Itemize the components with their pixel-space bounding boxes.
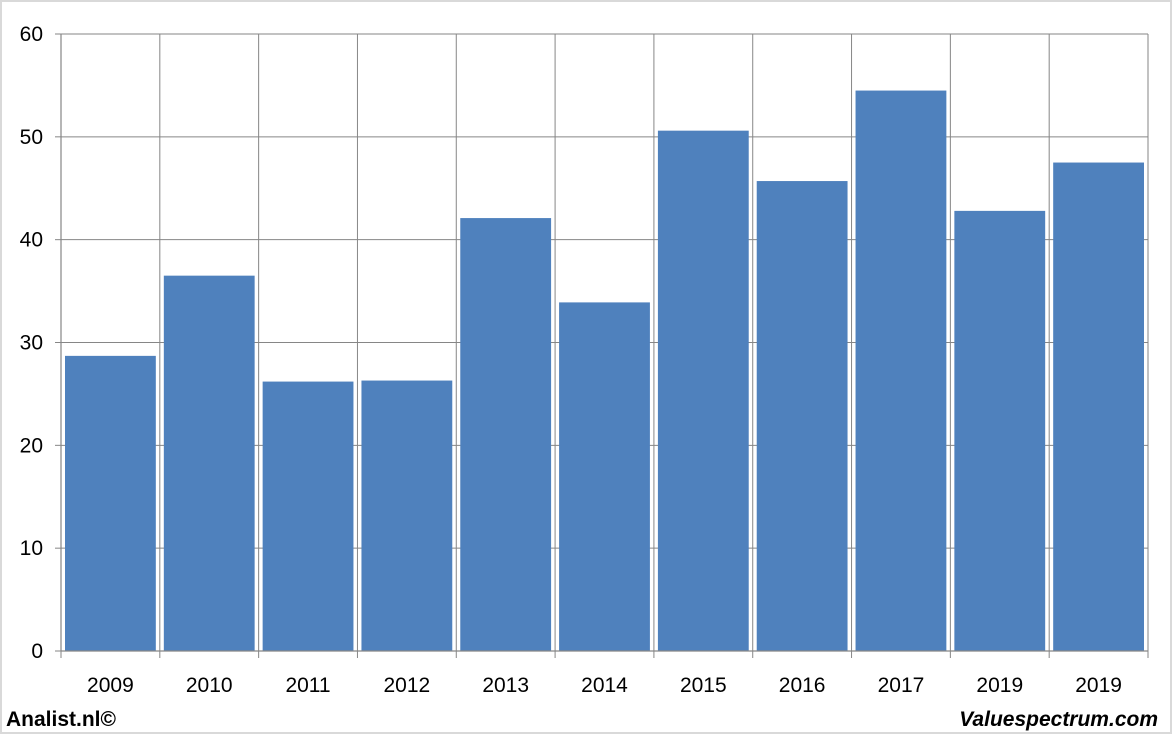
bar: [262, 381, 354, 651]
y-tick-label: 50: [20, 126, 43, 149]
bar: [65, 355, 156, 651]
source-credit-right: Valuespectrum.com: [959, 708, 1158, 731]
bar: [855, 90, 947, 651]
x-tick-label: 2017: [878, 674, 925, 697]
y-tick-label: 20: [20, 434, 43, 457]
x-tick-label: 2011: [285, 674, 330, 697]
x-tick-label: 2019: [1075, 674, 1122, 697]
bar: [559, 302, 650, 651]
y-tick-label: 30: [20, 332, 43, 355]
y-tick-label: 10: [20, 537, 43, 560]
x-tick-label: 2019: [976, 674, 1023, 697]
source-credit-left: Analist.nl©: [6, 708, 116, 731]
x-tick-labels: 2009 2010 2011 2012 2013 2014 2015 2016 2017 2019…: [87, 674, 1122, 697]
y-tick-label: 40: [20, 229, 43, 252]
x-tick-label: 2015: [680, 674, 727, 697]
x-tick-label: 2010: [186, 674, 233, 697]
axes: [55, 33, 1149, 658]
bar: [954, 210, 1046, 651]
y-tick-labels: 0 10 20 30 40 50 60: [20, 23, 43, 663]
x-tick-label: 2014: [581, 674, 628, 697]
bar: [460, 218, 552, 652]
x-tick-label: 2013: [482, 674, 529, 697]
x-tick-label: 2012: [384, 674, 431, 697]
x-tick-label: 2016: [779, 674, 826, 697]
bars: [65, 90, 1144, 652]
bar: [756, 181, 848, 651]
y-tick-label: 0: [31, 640, 43, 663]
bar: [163, 275, 255, 651]
bar: [1053, 162, 1144, 651]
bar: [361, 380, 453, 651]
x-tick-label: 2009: [87, 674, 134, 697]
bar: [657, 130, 749, 651]
y-tick-label: 60: [20, 23, 43, 46]
